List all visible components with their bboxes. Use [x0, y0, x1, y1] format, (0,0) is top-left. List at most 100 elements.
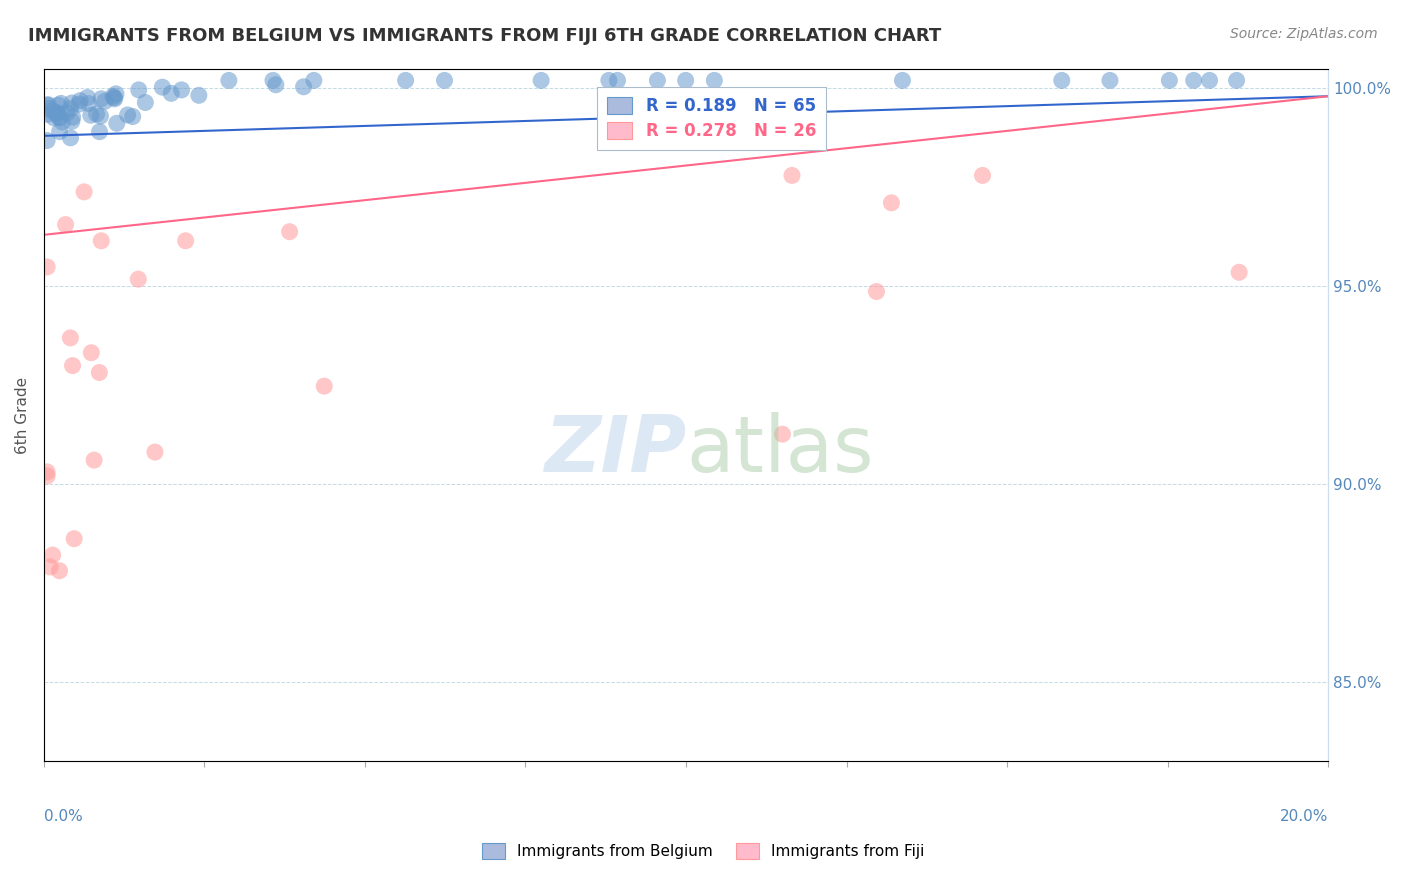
- Point: [314, 379, 336, 393]
- Point: [89, 125, 111, 139]
- Point: [292, 79, 315, 94]
- Point: [134, 95, 156, 110]
- Point: [46, 105, 69, 120]
- Point: [48, 564, 70, 578]
- Point: [772, 427, 794, 442]
- Point: [264, 78, 287, 92]
- Point: [35, 98, 58, 112]
- Point: [48, 125, 70, 139]
- Point: [278, 225, 301, 239]
- Text: ZIP: ZIP: [544, 411, 686, 488]
- Point: [46, 106, 69, 120]
- Point: [90, 92, 112, 106]
- Point: [170, 83, 193, 97]
- Point: [35, 134, 58, 148]
- Point: [262, 73, 284, 87]
- Point: [76, 90, 98, 104]
- Point: [80, 345, 103, 359]
- Point: [37, 107, 59, 121]
- Point: [647, 73, 669, 87]
- Point: [69, 94, 91, 108]
- Y-axis label: 6th Grade: 6th Grade: [15, 376, 30, 453]
- Legend: Immigrants from Belgium, Immigrants from Fiji: Immigrants from Belgium, Immigrants from…: [474, 835, 932, 866]
- Point: [67, 97, 90, 112]
- Text: 20.0%: 20.0%: [1279, 809, 1329, 824]
- Point: [44, 106, 66, 120]
- Point: [143, 445, 166, 459]
- Point: [56, 106, 79, 120]
- Point: [59, 130, 82, 145]
- Point: [62, 359, 84, 373]
- Point: [42, 111, 65, 125]
- Point: [127, 272, 149, 286]
- Text: atlas: atlas: [686, 411, 873, 488]
- Point: [152, 80, 174, 95]
- Point: [104, 87, 127, 101]
- Point: [606, 73, 628, 87]
- Point: [105, 116, 128, 130]
- Point: [48, 111, 70, 125]
- Point: [49, 96, 72, 111]
- Point: [80, 108, 103, 122]
- Point: [1098, 73, 1121, 87]
- Text: IMMIGRANTS FROM BELGIUM VS IMMIGRANTS FROM FIJI 6TH GRADE CORRELATION CHART: IMMIGRANTS FROM BELGIUM VS IMMIGRANTS FR…: [28, 27, 942, 45]
- Point: [394, 73, 416, 87]
- Point: [62, 110, 84, 124]
- Point: [39, 560, 62, 574]
- Point: [60, 114, 83, 128]
- Point: [60, 95, 83, 110]
- Point: [880, 195, 903, 210]
- Point: [121, 110, 143, 124]
- Point: [1198, 73, 1220, 87]
- Point: [218, 73, 240, 87]
- Point: [972, 169, 994, 183]
- Point: [103, 90, 125, 104]
- Point: [77, 96, 100, 111]
- Point: [63, 532, 86, 546]
- Point: [675, 73, 697, 87]
- Point: [41, 548, 63, 562]
- Point: [1227, 265, 1250, 279]
- Point: [865, 285, 887, 299]
- Point: [703, 73, 725, 87]
- Point: [89, 366, 111, 380]
- Point: [302, 73, 325, 87]
- Point: [37, 97, 59, 112]
- Point: [780, 169, 803, 183]
- Text: 0.0%: 0.0%: [44, 809, 83, 824]
- Point: [101, 89, 124, 103]
- Point: [59, 331, 82, 345]
- Point: [59, 102, 82, 116]
- Point: [530, 73, 553, 87]
- Point: [598, 73, 620, 87]
- Point: [128, 83, 150, 97]
- Point: [117, 108, 139, 122]
- Point: [1182, 73, 1205, 87]
- Point: [174, 234, 197, 248]
- Point: [187, 88, 209, 103]
- Point: [83, 453, 105, 467]
- Point: [94, 95, 117, 109]
- Point: [35, 469, 58, 483]
- Text: Source: ZipAtlas.com: Source: ZipAtlas.com: [1230, 27, 1378, 41]
- Point: [160, 87, 183, 101]
- Point: [433, 73, 456, 87]
- Point: [1226, 73, 1249, 87]
- Point: [38, 102, 60, 116]
- Point: [55, 218, 77, 232]
- Point: [86, 107, 108, 121]
- Point: [90, 234, 112, 248]
- Point: [73, 185, 96, 199]
- Point: [89, 109, 111, 123]
- Point: [104, 92, 127, 106]
- Legend: R = 0.189   N = 65, R = 0.278   N = 26: R = 0.189 N = 65, R = 0.278 N = 26: [598, 87, 827, 150]
- Point: [1050, 73, 1073, 87]
- Point: [48, 111, 70, 125]
- Point: [46, 98, 69, 112]
- Point: [35, 260, 58, 274]
- Point: [891, 73, 914, 87]
- Point: [51, 115, 73, 129]
- Point: [1159, 73, 1181, 87]
- Point: [41, 103, 63, 118]
- Point: [35, 465, 58, 479]
